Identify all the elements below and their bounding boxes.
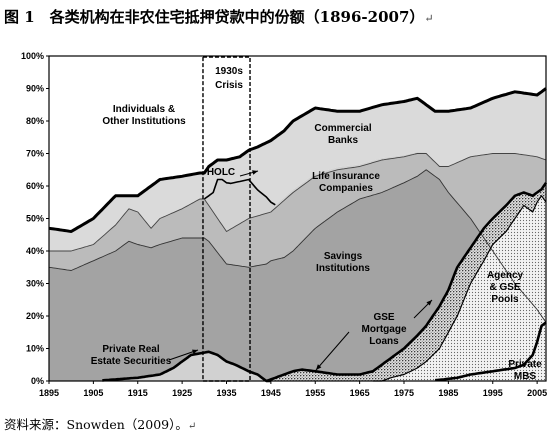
line-private-mbs [434,321,547,382]
line-savings-institutions [48,169,547,323]
area-private-mbs [49,322,546,381]
y-tick-label: 90% [26,84,44,94]
area-agency-gse-pools [49,195,546,381]
x-tick-label: 1945 [261,388,281,398]
x-tick-label: 2005 [527,388,547,398]
area-life-insurance-companies [49,153,546,323]
title-text: 图 1 各类机构在非农住宅抵押贷款中的份额（1896-2007） [4,8,425,26]
y-tick-label: 100% [21,51,44,61]
annotation-holc: HOLC [207,167,235,178]
line-gse-mortgage-loans [265,182,548,383]
line-holc [203,178,276,206]
annotation-life: Life Insurance Companies [312,171,380,194]
annotation-agency: Agency & GSE Pools [487,270,524,305]
y-tick-label: 30% [26,279,44,289]
y-tick-label: 80% [26,116,44,126]
source-text: 资料来源：Snowden（2009）。 [4,417,188,432]
source-note: 资料来源：Snowden（2009）。↵ [4,414,196,433]
title-return-mark: ↵ [424,12,434,25]
y-tick-label: 20% [26,311,44,321]
line-commercial-banks [48,87,547,233]
gse-arrow-right-head [426,300,432,306]
holc-arrow-head [252,170,258,175]
boundary-lines [48,56,548,383]
x-tick-label: 1975 [394,388,414,398]
annotation-private-mbs: Private MBS [508,359,542,382]
annotation-crisis: 1930s Crisis [215,66,243,91]
annotation-individuals: Individuals & Other Institutions [102,104,186,127]
source-return-mark: ↵ [187,421,197,432]
x-tick-label: 1915 [128,388,148,398]
line-agency-gse-pools [372,195,547,382]
line-life-insurance-companies [49,153,547,252]
annotation-savings: Savings Institutions [316,251,370,274]
private-real-arrow-head [192,349,198,355]
y-tick-label: 10% [26,344,44,354]
area-private-real-estate-securities [49,351,546,381]
x-tick-label: 1965 [350,388,370,398]
y-tick-label: 40% [26,246,44,256]
x-tick-label: 1955 [305,388,325,398]
annotation-private-real: Private Real Estate Securities [91,344,172,367]
y-tick-label: 50% [26,214,44,224]
x-tick-label: 1925 [172,388,192,398]
x-tick-label: 1995 [483,388,503,398]
y-tick-label: 0% [31,376,44,386]
y-tick-label: 70% [26,149,44,159]
x-tick-label: 1905 [83,388,103,398]
x-tick-label: 1935 [216,388,236,398]
annotation-commercial: Commercial Banks [314,123,371,146]
line-private-real-estate-securities [102,350,271,383]
y-tick-label: 60% [26,181,44,191]
gse-arrow-left-head [316,364,322,370]
gse-arrow-left [315,331,350,371]
annotations: Individuals & Other Institutions 1930s Cris… [91,66,542,382]
annotation-gse-loans: GSE Mortgage Loans [362,312,407,347]
axes: 0% 10% 20% 30% 40% 50% 60% 70% 80% 90% 100% 1895 190… [21,51,547,398]
area-savings-institutions [49,169,546,381]
area-commercial-banks [49,88,546,251]
x-tick-label: 1985 [438,388,458,398]
chart-title: 图 1 各类机构在非农住宅抵押贷款中的份额（1896-2007）↵ [4,6,434,27]
x-tick-label: 1895 [39,388,59,398]
